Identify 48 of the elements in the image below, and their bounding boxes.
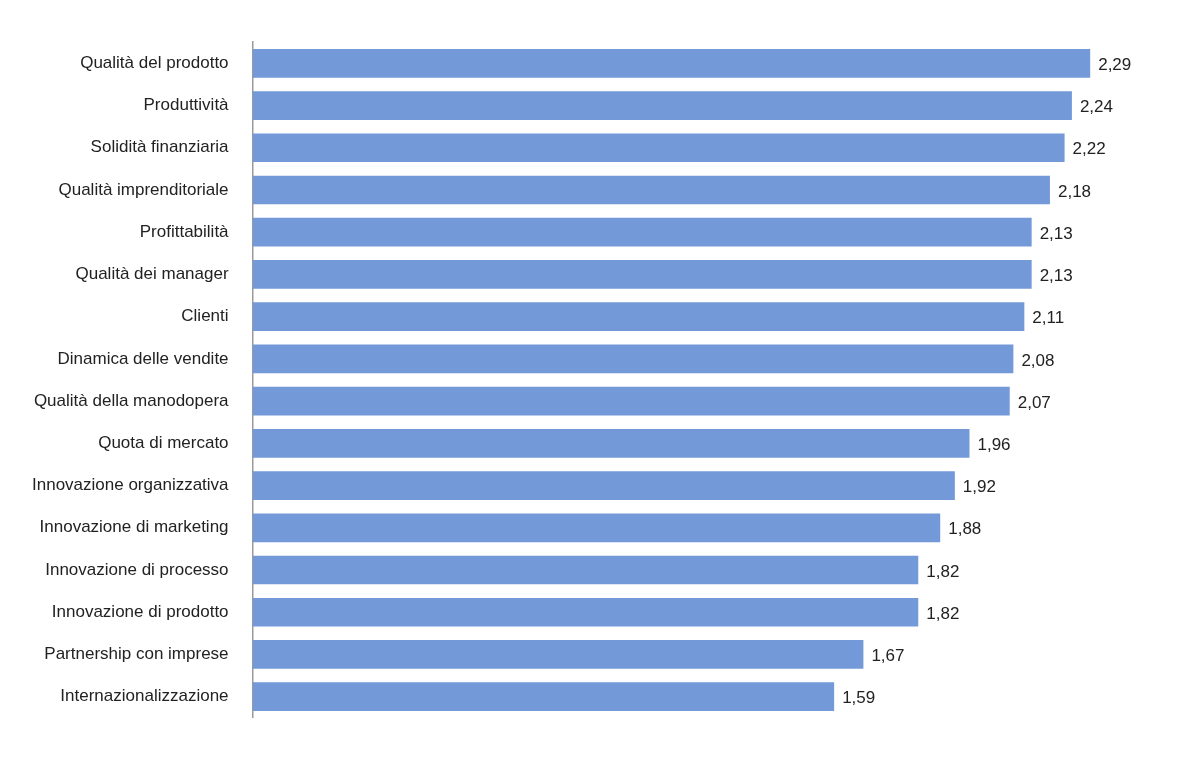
y-tick-label: Qualità dei manager <box>75 264 229 284</box>
data-label: 1,67 <box>871 646 905 666</box>
y-tick-label: Profittabilità <box>139 221 230 241</box>
data-label: 2,18 <box>1057 181 1092 201</box>
y-tick-label: Partnership con imprese <box>44 644 229 664</box>
bar <box>252 91 1072 120</box>
data-label: 2,29 <box>1098 55 1132 74</box>
bar <box>252 133 1065 163</box>
data-label: 1,82 <box>926 561 960 581</box>
data-label: 1,59 <box>842 688 876 708</box>
bar <box>252 386 1010 416</box>
bar <box>252 597 919 627</box>
data-label: 2,07 <box>1017 392 1051 412</box>
bar <box>252 344 1014 374</box>
data-label: 1,82 <box>926 603 960 623</box>
y-tick-label: Innovazione di marketing <box>39 517 229 537</box>
bar <box>252 217 1032 247</box>
y-tick-label: Produttività <box>143 95 230 115</box>
bar <box>252 48 1091 78</box>
y-tick-label: Innovazione di prodotto <box>51 601 229 621</box>
data-label: 2,08 <box>1021 350 1055 370</box>
bar <box>252 682 835 712</box>
y-tick-label: Qualità del prodotto <box>80 53 229 72</box>
y-tick-label: Qualità della manodopera <box>33 390 230 410</box>
y-tick-label: Solidità finanziaria <box>90 137 230 157</box>
bar <box>252 471 955 500</box>
y-tick-label: Innovazione di processo <box>45 559 229 579</box>
bar <box>252 513 941 543</box>
bar <box>252 428 970 458</box>
y-tick-label: Dinamica delle vendite <box>57 348 229 368</box>
data-label: 2,24 <box>1079 97 1113 117</box>
y-tick-label: Internazionalizzazione <box>60 686 229 706</box>
data-label: 1,92 <box>962 477 996 497</box>
data-label: 2,11 <box>1032 308 1065 328</box>
data-label: 1,88 <box>948 519 982 539</box>
data-label: 2,22 <box>1072 139 1106 159</box>
bar <box>252 640 864 669</box>
data-label: 2,13 <box>1039 223 1073 243</box>
bar <box>252 260 1032 289</box>
y-tick-label: Qualità imprenditoriale <box>58 179 229 199</box>
y-tick-label: Quota di mercato <box>98 433 229 453</box>
data-label: 2,13 <box>1039 266 1073 286</box>
y-tick-label: Innovazione organizzativa <box>31 475 230 495</box>
bar <box>252 175 1050 205</box>
bar <box>252 302 1025 332</box>
data-label: 1,96 <box>977 435 1011 455</box>
y-tick-label: Clienti <box>181 306 229 326</box>
bar <box>252 555 919 585</box>
